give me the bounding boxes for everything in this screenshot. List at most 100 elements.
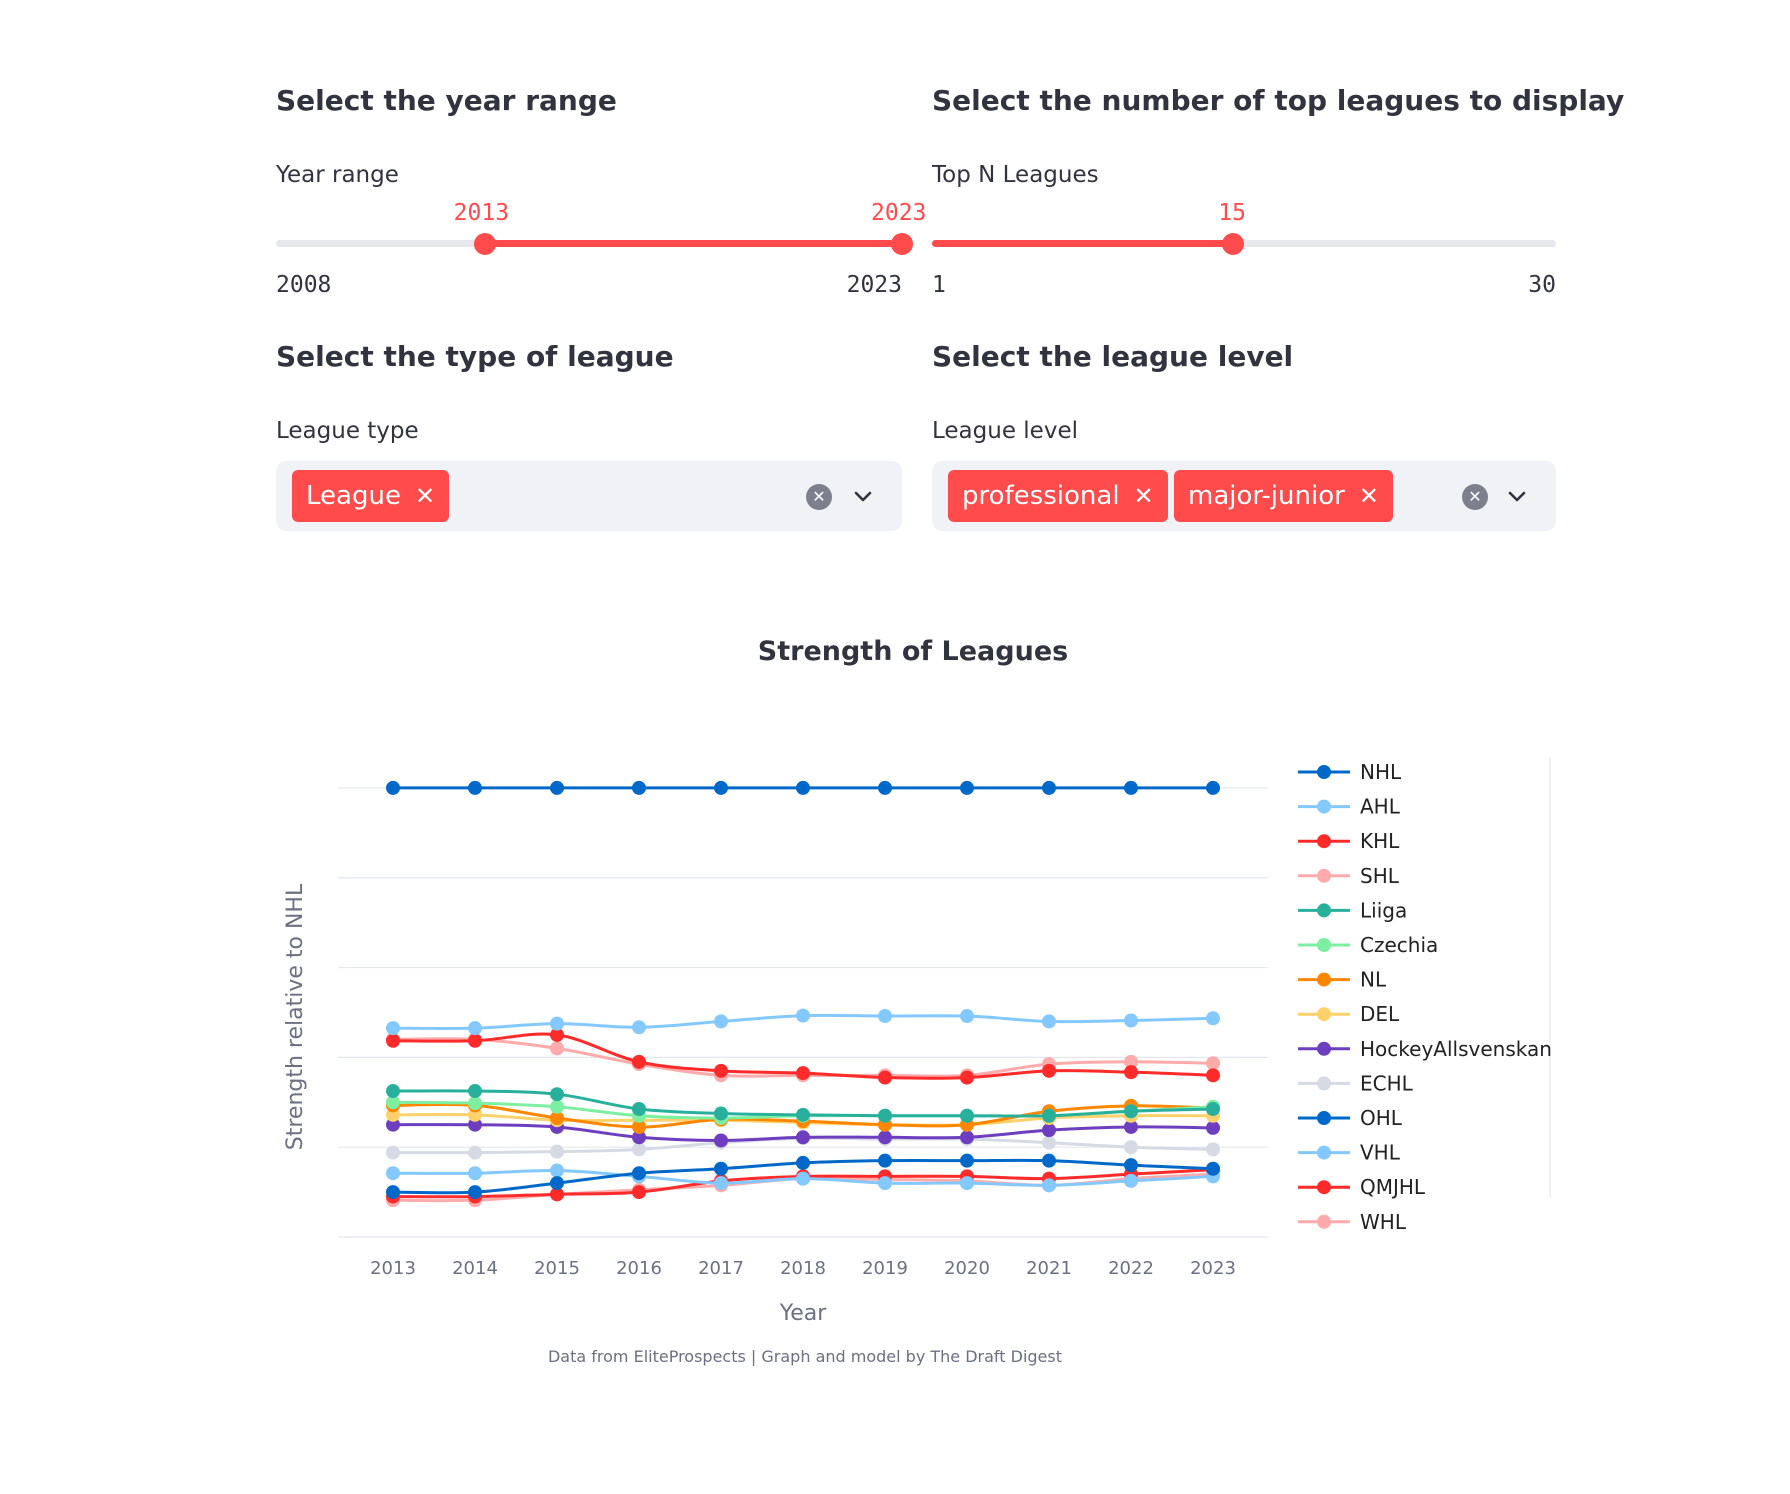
legend-marker: [1317, 799, 1331, 814]
series-lines: [386, 780, 1220, 1208]
legend-label: ECHL: [1360, 1071, 1414, 1095]
league-level-heading: Select the league level: [932, 340, 1294, 373]
data-point: [386, 1166, 400, 1181]
data-point: [1042, 1108, 1056, 1123]
data-point: [714, 1161, 728, 1176]
legend-item-nhl[interactable]: NHL: [1298, 760, 1402, 784]
data-point: [550, 1176, 564, 1191]
league-type-select[interactable]: League ✕ ✕: [276, 461, 902, 531]
data-point: [1124, 1013, 1138, 1028]
data-point: [632, 780, 646, 795]
legend-item-whl[interactable]: WHL: [1298, 1210, 1407, 1234]
remove-tag-icon[interactable]: ✕: [414, 482, 436, 510]
chevron-down-icon[interactable]: [1504, 483, 1530, 509]
data-point: [550, 1041, 564, 1056]
year-range-high-value: 2023: [871, 200, 927, 226]
data-point: [1042, 1135, 1056, 1150]
legend-label: Liiga: [1360, 898, 1407, 922]
data-point: [550, 1016, 564, 1031]
tag-label: professional: [962, 481, 1120, 511]
legend-item-czechia[interactable]: Czechia: [1298, 933, 1438, 957]
year-range-label: Year range: [276, 162, 399, 188]
top-n-thumb[interactable]: [1222, 233, 1245, 255]
x-tick-label: 2020: [944, 1258, 990, 1279]
top-n-fill: [932, 240, 1234, 247]
legend-item-qmjhl[interactable]: QMJHL: [1298, 1175, 1426, 1199]
legend-label: DEL: [1360, 1002, 1400, 1026]
x-axis-title: Year: [779, 1301, 828, 1326]
data-point: [960, 1070, 974, 1085]
year-range-slider[interactable]: 2013 2023 2008 2023: [276, 200, 926, 298]
data-point: [1042, 1063, 1056, 1078]
data-point: [960, 780, 974, 795]
legend-item-liiga[interactable]: Liiga: [1298, 898, 1407, 922]
data-point: [1124, 1065, 1138, 1080]
data-point: [632, 1102, 646, 1117]
legend-item-echl[interactable]: ECHL: [1298, 1071, 1414, 1095]
data-point: [1206, 1142, 1220, 1157]
data-point: [1124, 1158, 1138, 1173]
legend-label: NL: [1360, 968, 1387, 992]
legend-marker: [1317, 834, 1331, 849]
league-level-select[interactable]: professional ✕ major-junior ✕ ✕: [932, 461, 1556, 531]
series-vhl: [386, 1163, 1220, 1193]
data-point: [878, 1108, 892, 1123]
year-range-low-thumb[interactable]: [473, 233, 496, 255]
data-point: [1206, 1102, 1220, 1117]
data-point: [468, 1117, 482, 1132]
legend-item-del[interactable]: DEL: [1298, 1002, 1400, 1026]
year-range-high-thumb[interactable]: [891, 233, 913, 255]
data-point: [632, 1185, 646, 1200]
league-type-label: League type: [276, 418, 419, 444]
x-tick-labels: 2013 2014 2015 2016 2017 2018 2019 2020 2021 2022…: [370, 1258, 1236, 1279]
x-tick-label: 2018: [780, 1258, 826, 1279]
data-point: [550, 780, 564, 795]
chevron-down-icon[interactable]: [850, 483, 876, 509]
data-point: [796, 1107, 810, 1122]
data-point: [550, 1144, 564, 1159]
legend-item-vhl[interactable]: VHL: [1298, 1141, 1401, 1165]
chart-annotation: Data from EliteProspects | Graph and mod…: [548, 1347, 1062, 1366]
legend-item-shl[interactable]: SHL: [1298, 864, 1400, 888]
data-point: [960, 1153, 974, 1168]
legend-marker: [1317, 938, 1331, 952]
legend-label: KHL: [1360, 829, 1400, 853]
data-point: [632, 1166, 646, 1181]
top-n-value: 15: [1218, 200, 1246, 226]
legend-item-ohl[interactable]: OHL: [1298, 1106, 1403, 1130]
legend-item-ahl[interactable]: AHL: [1298, 795, 1401, 819]
year-range-max-label: 2023: [846, 272, 902, 298]
chart-title: Strength of Leagues: [757, 636, 1069, 667]
data-point: [468, 1145, 482, 1160]
top-n-slider[interactable]: 15 1 30: [932, 200, 1556, 298]
remove-tag-icon[interactable]: ✕: [1133, 482, 1154, 510]
top-n-min-label: 1: [932, 272, 946, 298]
legend-label: OHL: [1360, 1106, 1403, 1130]
data-point: [878, 1070, 892, 1085]
data-point: [550, 1163, 564, 1178]
legend-label: VHL: [1360, 1141, 1401, 1165]
legend-item-hockeyallsvenskan[interactable]: HockeyAllsvenskan: [1298, 1037, 1552, 1061]
legend-marker: [1317, 868, 1331, 883]
remove-tag-icon[interactable]: ✕: [1358, 482, 1379, 510]
data-point: [960, 1130, 974, 1145]
x-tick-label: 2016: [616, 1258, 662, 1279]
data-point: [632, 1020, 646, 1035]
legend-label: AHL: [1360, 795, 1401, 819]
data-point: [1206, 1068, 1220, 1083]
legend-label: NHL: [1360, 760, 1402, 784]
data-point: [1124, 1140, 1138, 1155]
x-tick-label: 2013: [370, 1258, 416, 1279]
legend-item-nl[interactable]: NL: [1298, 968, 1387, 992]
x-tick-label: 2015: [534, 1258, 580, 1279]
legend[interactable]: NHL AHL KHL SHL Liiga Czechia NL DEL HockeyAllsv…: [1298, 757, 1552, 1234]
data-point: [468, 1096, 482, 1111]
clear-all-icon[interactable]: ✕: [806, 484, 832, 510]
data-point: [632, 1054, 646, 1069]
data-point: [1042, 780, 1056, 795]
clear-all-icon[interactable]: ✕: [1462, 484, 1488, 510]
data-point: [878, 1130, 892, 1145]
data-point: [1124, 1054, 1138, 1069]
legend-item-khl[interactable]: KHL: [1298, 829, 1400, 853]
